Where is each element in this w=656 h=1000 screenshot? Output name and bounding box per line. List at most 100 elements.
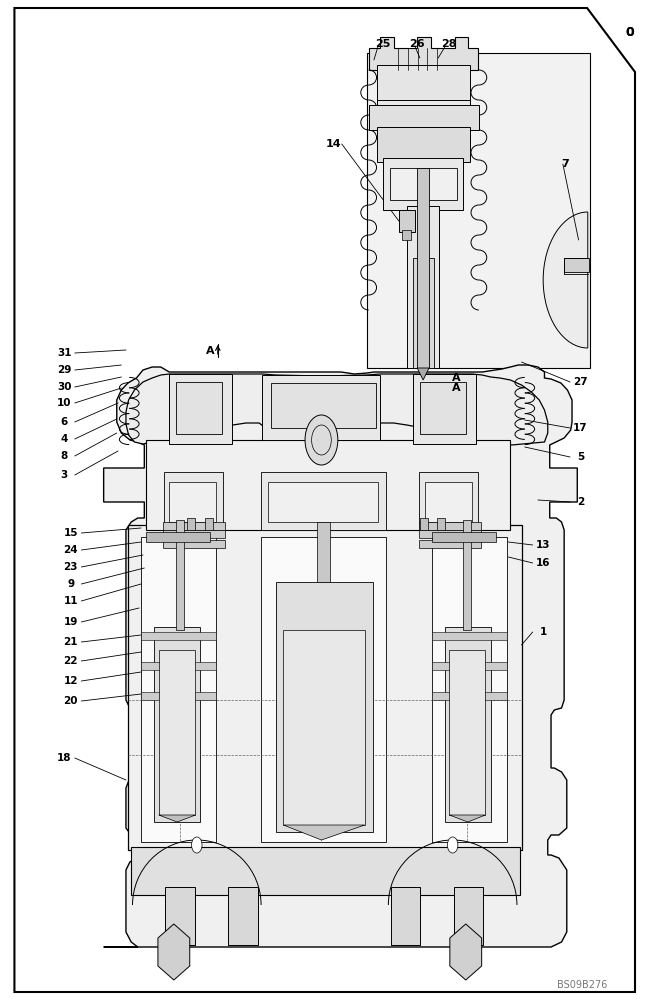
Bar (437, 518, 445, 530)
Polygon shape (283, 825, 365, 840)
Bar (377, 65, 470, 105)
Text: 0: 0 (625, 25, 634, 38)
Text: A: A (451, 373, 461, 383)
Text: 29: 29 (57, 365, 72, 375)
Bar (268, 482, 378, 522)
Circle shape (447, 837, 458, 853)
Bar (141, 537, 216, 842)
Text: 1: 1 (539, 627, 547, 637)
Wedge shape (543, 212, 588, 348)
Bar (377, 127, 470, 162)
Circle shape (305, 415, 338, 465)
Polygon shape (369, 37, 478, 70)
Bar (432, 532, 496, 542)
Bar (146, 440, 510, 530)
Text: 14: 14 (326, 139, 342, 149)
Text: 19: 19 (64, 617, 78, 627)
Bar (169, 482, 216, 522)
Text: 17: 17 (573, 423, 588, 433)
Bar (449, 650, 485, 815)
Text: 16: 16 (536, 558, 550, 568)
Polygon shape (449, 815, 485, 822)
Bar (407, 206, 439, 368)
Bar (564, 258, 589, 272)
Text: 13: 13 (536, 540, 550, 550)
Bar (271, 383, 376, 428)
Text: 12: 12 (64, 676, 78, 686)
Text: 4: 4 (60, 434, 68, 444)
Bar (391, 887, 420, 945)
Text: 10: 10 (57, 398, 72, 408)
Bar (163, 530, 225, 538)
Text: 26: 26 (409, 39, 424, 49)
Bar (283, 630, 365, 825)
Text: 27: 27 (573, 377, 588, 387)
Bar (413, 374, 476, 444)
Bar (369, 105, 479, 130)
Bar (131, 847, 520, 895)
Text: 9: 9 (68, 579, 74, 589)
Polygon shape (104, 365, 577, 947)
Text: 30: 30 (57, 382, 72, 392)
Text: 15: 15 (64, 528, 78, 538)
Bar (164, 472, 223, 530)
Text: 3: 3 (60, 470, 68, 480)
Bar (419, 522, 481, 530)
Bar (377, 100, 470, 140)
Bar (141, 692, 216, 700)
Bar (169, 374, 232, 444)
Bar (432, 692, 507, 700)
Bar (154, 627, 200, 822)
Bar (432, 632, 507, 640)
Polygon shape (450, 924, 482, 980)
Bar (176, 520, 184, 630)
Bar (141, 632, 216, 640)
Bar (425, 482, 472, 522)
Bar (205, 518, 213, 530)
Bar (176, 382, 222, 434)
Bar (432, 537, 507, 842)
Text: 8: 8 (60, 451, 68, 461)
Text: 20: 20 (64, 696, 78, 706)
Bar (420, 518, 428, 530)
Bar (390, 168, 457, 200)
Polygon shape (417, 368, 429, 380)
Bar (261, 537, 386, 842)
Bar (463, 520, 471, 630)
Bar (419, 530, 481, 538)
Text: 21: 21 (64, 637, 78, 647)
Text: 23: 23 (64, 562, 78, 572)
Text: 0: 0 (625, 25, 634, 38)
Bar (159, 650, 195, 815)
Bar (146, 532, 210, 542)
Bar (413, 258, 434, 368)
Bar (163, 522, 225, 530)
Bar (261, 472, 386, 530)
Bar (419, 540, 481, 548)
Text: BS09B276: BS09B276 (558, 980, 607, 990)
Polygon shape (158, 924, 190, 980)
Bar (445, 627, 491, 822)
Text: 11: 11 (64, 596, 78, 606)
Bar (163, 540, 225, 548)
Text: 25: 25 (375, 39, 390, 49)
Text: 22: 22 (64, 656, 78, 666)
Bar (417, 168, 429, 368)
Bar (420, 382, 466, 434)
Bar (276, 582, 373, 832)
Text: 7: 7 (562, 159, 569, 169)
Polygon shape (126, 374, 548, 447)
Text: 6: 6 (60, 417, 68, 427)
Bar (432, 662, 507, 670)
Bar (128, 525, 522, 850)
Bar (454, 887, 483, 945)
Bar (383, 158, 463, 210)
Text: 2: 2 (577, 497, 584, 507)
Bar (367, 53, 590, 368)
Bar (317, 522, 330, 582)
Text: 28: 28 (441, 39, 457, 49)
Text: 31: 31 (57, 348, 72, 358)
Bar (419, 472, 478, 530)
Text: 5: 5 (577, 452, 584, 462)
Text: A: A (451, 383, 461, 393)
